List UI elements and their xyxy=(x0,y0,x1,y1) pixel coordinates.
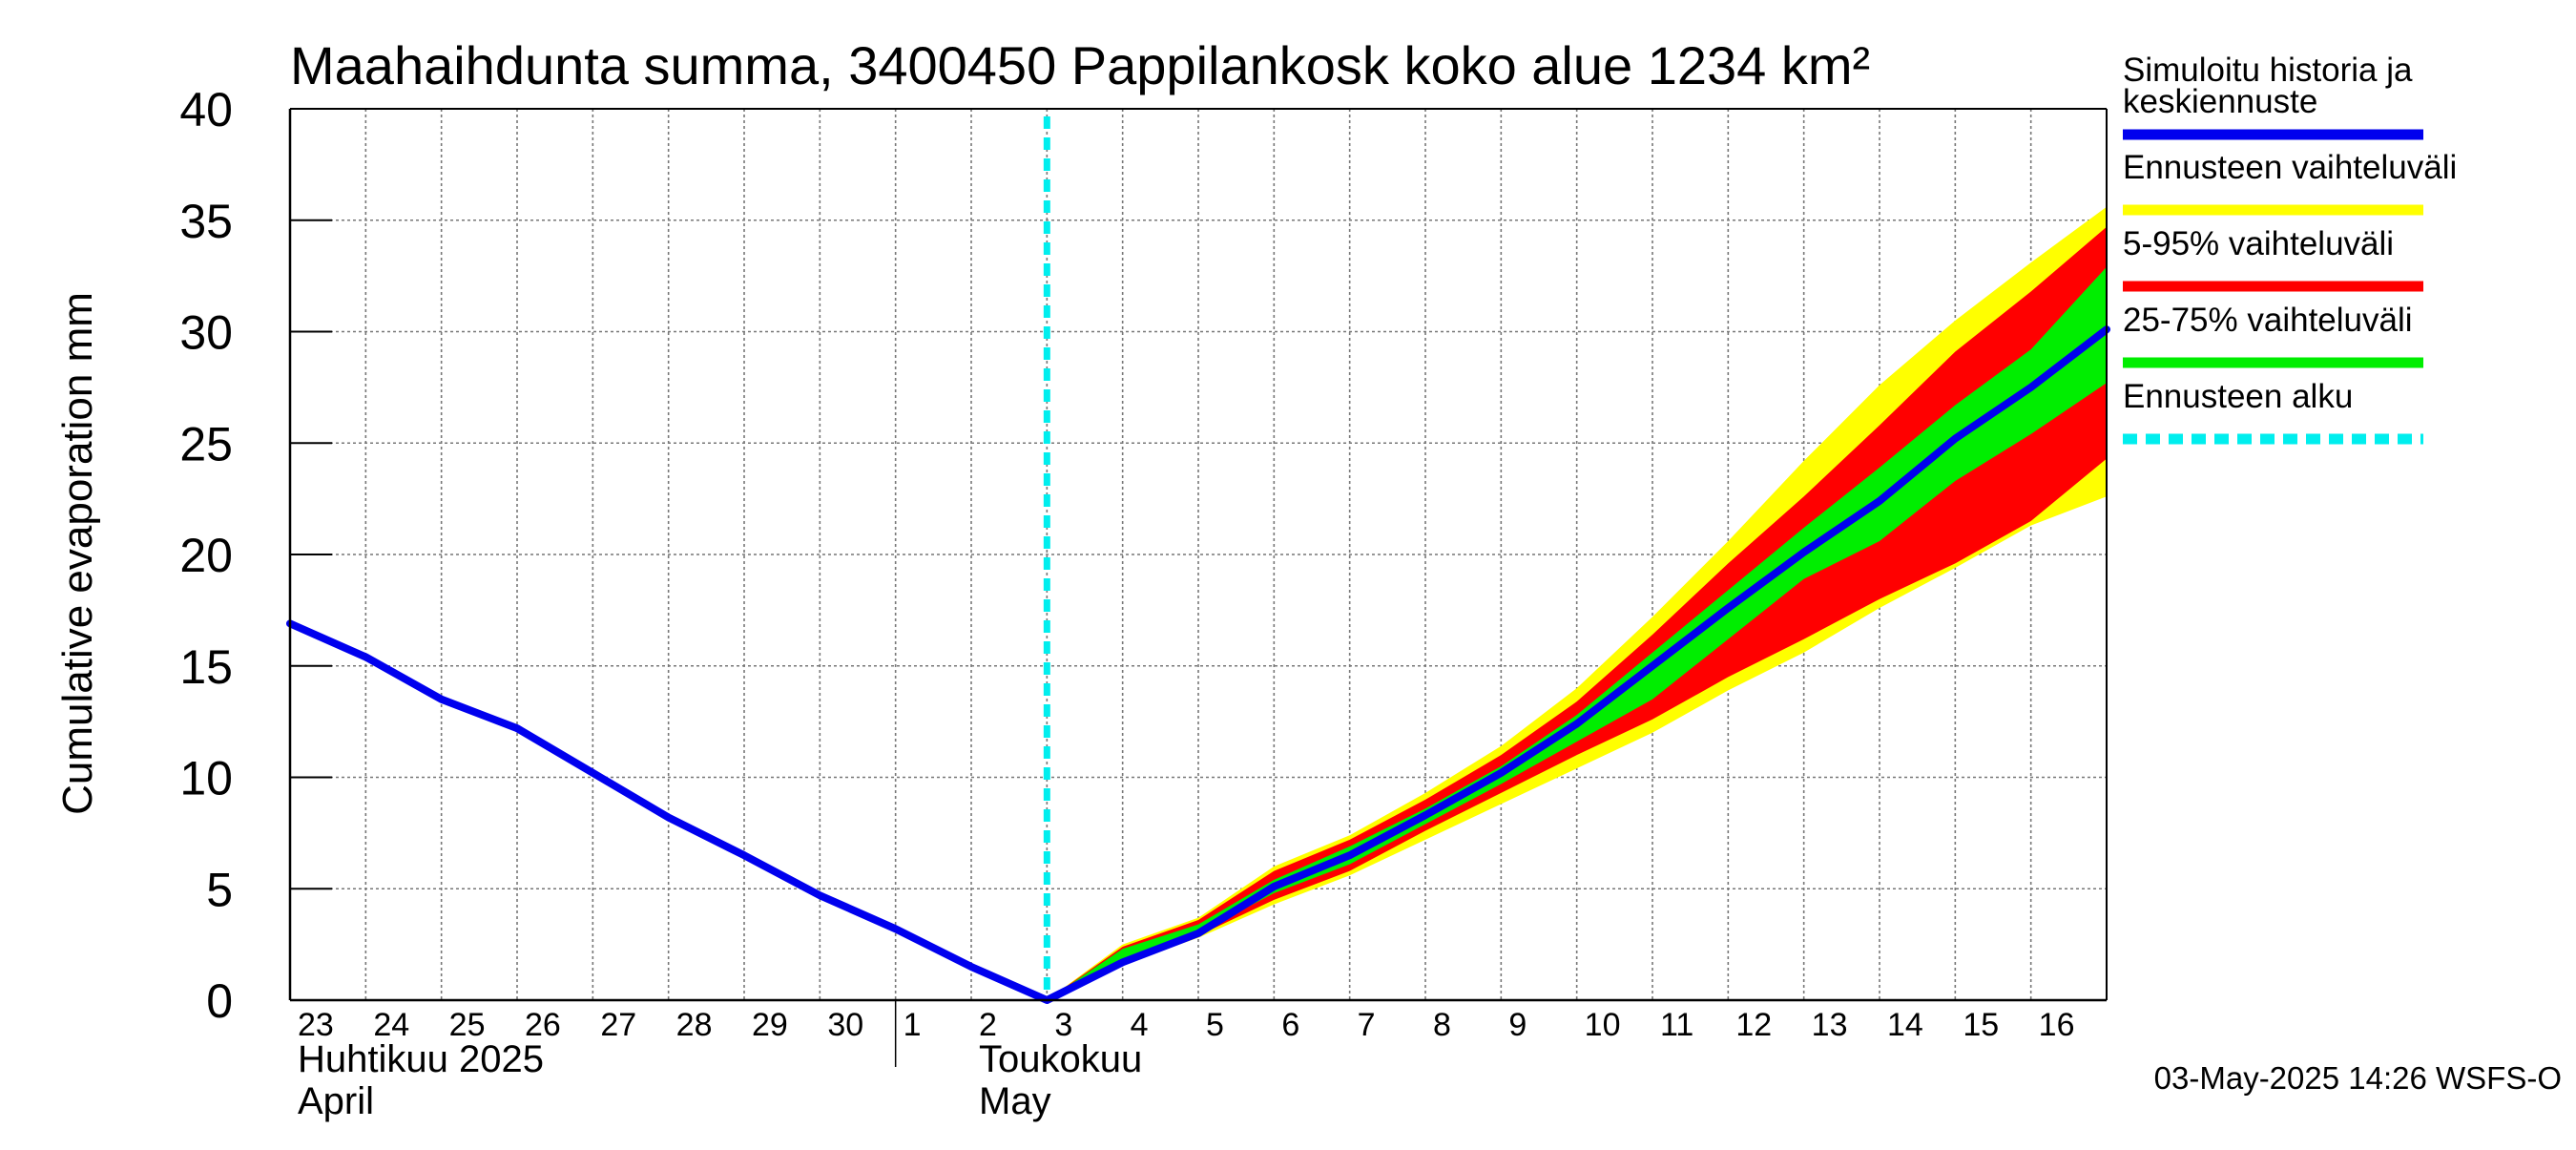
legend-item-5-95-vaihteluv-li: 5-95% vaihteluväli xyxy=(2123,225,2423,292)
x-tick-label: 27 xyxy=(600,1007,636,1043)
legend-label: Ennusteen vaihteluväli xyxy=(2123,149,2457,186)
y-tick-label: 35 xyxy=(179,195,233,248)
x-tick-label: 25 xyxy=(449,1007,486,1043)
x-tick-label: 14 xyxy=(1887,1007,1923,1043)
y-tick-label: 15 xyxy=(179,640,233,694)
month-label-primary: Toukokuu xyxy=(979,1038,1142,1080)
legend-label: Simuloitu historia ja xyxy=(2123,52,2413,89)
x-tick-label: 11 xyxy=(1660,1007,1693,1043)
x-tick-label: 6 xyxy=(1281,1007,1299,1043)
legend-item-ennusteen-alku: Ennusteen alku xyxy=(2123,378,2423,445)
x-tick-label: 28 xyxy=(676,1007,713,1043)
legend-label: 25-75% vaihteluväli xyxy=(2123,302,2413,339)
series-lines xyxy=(286,325,2110,1004)
forecast-bands xyxy=(1047,206,2107,1001)
y-tick-labels: 0 5 10 15 20 25 30 35 40 xyxy=(179,83,233,1028)
chart-title: Maahaihdunta summa, 3400450 Pappilankosk… xyxy=(290,35,1870,95)
footer-timestamp: 03-May-2025 14:26 WSFS-O xyxy=(2154,1060,2562,1096)
band-ennusteen-vaihteluv-li xyxy=(1047,206,2107,1001)
month-label-primary: Huhtikuu 2025 xyxy=(298,1038,544,1080)
x-tick-label: 16 xyxy=(2039,1007,2075,1043)
x-tick-label: 2 xyxy=(979,1007,997,1043)
x-tick-label: 26 xyxy=(525,1007,561,1043)
x-tick-label: 24 xyxy=(373,1007,409,1043)
x-tick-label: 12 xyxy=(1735,1007,1772,1043)
month-label-secondary: April xyxy=(298,1080,374,1122)
x-tick-labels: 23 24 25 26 27 28 29 30 1 2 3 4 5 6 7 8 9 10 11 12 13 14 15 16 xyxy=(298,1007,2074,1043)
x-tick-label: 30 xyxy=(827,1007,863,1043)
x-tick-label: 10 xyxy=(1585,1007,1621,1043)
legend-label: keskiennuste xyxy=(2123,83,2317,120)
y-tick-label: 30 xyxy=(179,306,233,360)
x-tick-label: 4 xyxy=(1131,1007,1149,1043)
legend-label: Ennusteen alku xyxy=(2123,378,2353,415)
y-tick-label: 40 xyxy=(179,83,233,136)
series-line-mean xyxy=(286,325,2110,1004)
x-tick-label: 13 xyxy=(1812,1007,1848,1043)
x-tick-label: 9 xyxy=(1508,1007,1527,1043)
x-tick-label: 29 xyxy=(752,1007,788,1043)
legend-item-ennusteen-vaihteluv-li: Ennusteen vaihteluväli xyxy=(2123,149,2457,216)
y-tick-label: 20 xyxy=(179,529,233,582)
x-tick-label: 1 xyxy=(904,1007,922,1043)
y-tick-label: 25 xyxy=(179,417,233,470)
y-tick-label: 0 xyxy=(206,974,233,1028)
y-tick-label: 10 xyxy=(179,752,233,805)
x-tick-label: 23 xyxy=(298,1007,334,1043)
month-label-secondary: May xyxy=(979,1080,1051,1122)
x-tick-label: 8 xyxy=(1433,1007,1451,1043)
y-axis-label: Cumulative evaporation mm xyxy=(54,292,101,815)
x-tick-label: 3 xyxy=(1054,1007,1072,1043)
x-tick-label: 7 xyxy=(1358,1007,1376,1043)
legend-label: 5-95% vaihteluväli xyxy=(2123,225,2394,262)
axes xyxy=(288,108,2108,1002)
x-tick-label: 15 xyxy=(1963,1007,1999,1043)
x-tick-label: 5 xyxy=(1206,1007,1224,1043)
legend-item-25-75-vaihteluv-li: 25-75% vaihteluväli xyxy=(2123,302,2423,368)
y-tick-label: 5 xyxy=(206,863,233,916)
